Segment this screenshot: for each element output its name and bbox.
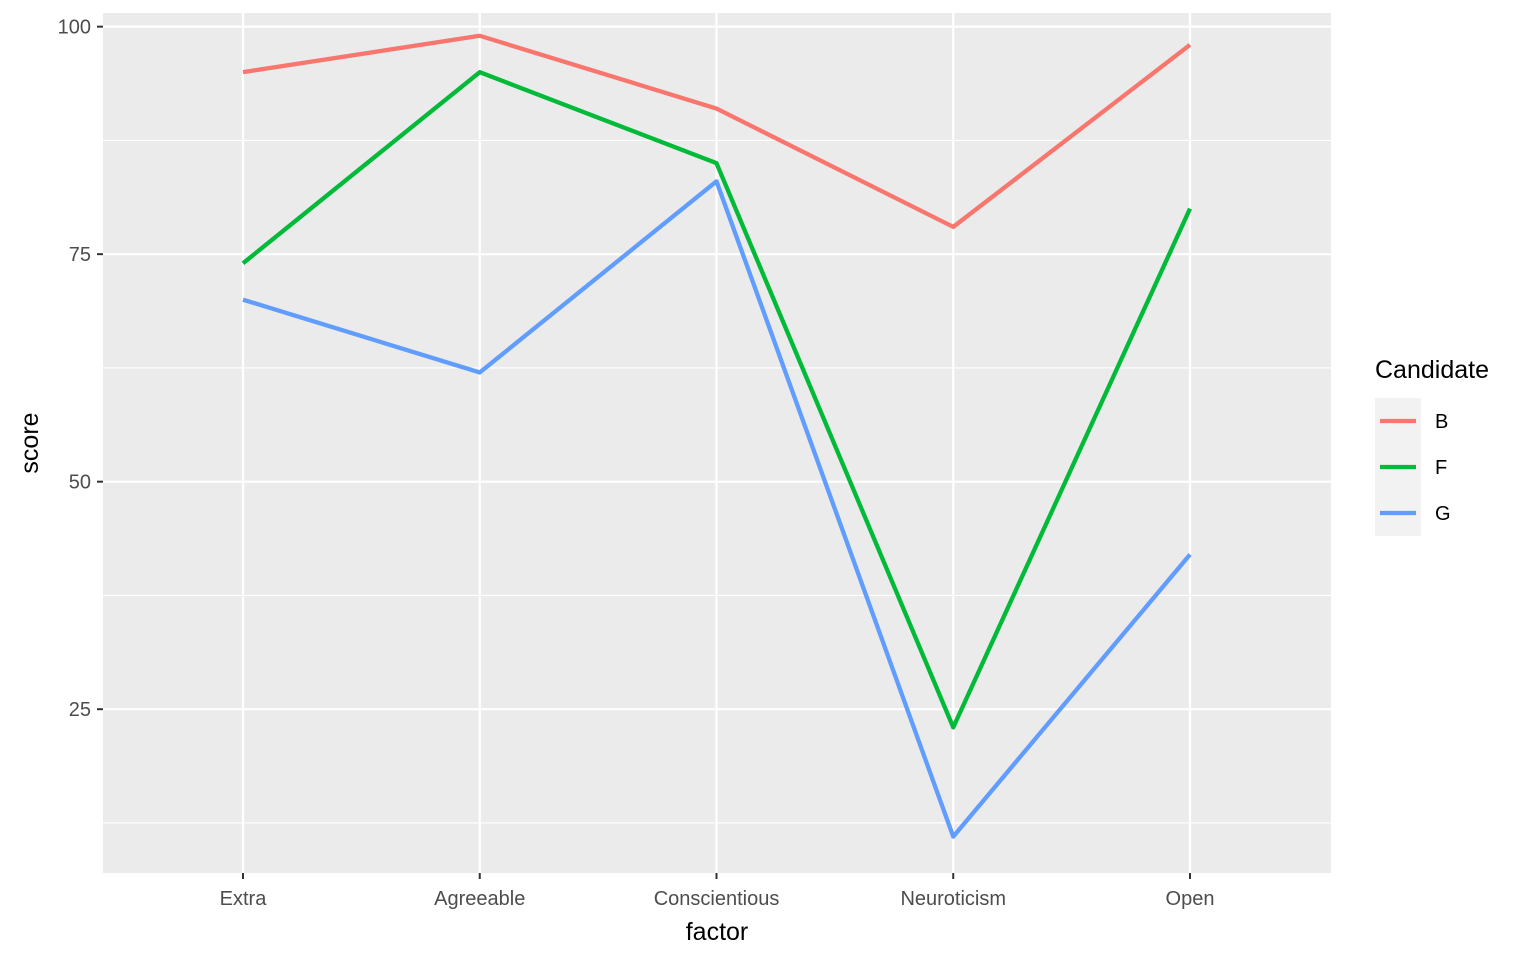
x-tick-label: Neuroticism: [900, 888, 1006, 910]
x-axis: Extra Agreeable Conscientious Neuroticism Op…: [220, 873, 1215, 910]
legend: Candidate B F G: [1375, 356, 1489, 536]
x-tick-label: Open: [1166, 888, 1215, 910]
series-lines: [241, 33, 1192, 839]
legend-item-G: G: [1380, 503, 1451, 525]
major-gridlines: [103, 13, 1331, 873]
legend-title: Candidate: [1375, 356, 1489, 384]
legend-label: F: [1435, 457, 1447, 479]
x-tick-label: Conscientious: [654, 888, 780, 910]
y-axis: 25 50 75 100: [58, 17, 103, 721]
y-tick-label: 25: [69, 699, 91, 721]
series-line-G: [242, 179, 1192, 839]
x-tick-label: Agreeable: [434, 888, 525, 910]
legend-item-F: F: [1380, 457, 1447, 479]
y-tick-label: 50: [69, 472, 91, 494]
series-line-F: [241, 70, 1192, 730]
y-tick-label: 100: [58, 17, 91, 39]
legend-item-B: B: [1380, 411, 1448, 433]
x-tick-label: Extra: [220, 888, 268, 910]
legend-items: B F G: [1380, 411, 1451, 525]
series-line-B: [242, 33, 1192, 230]
y-axis-title: score: [16, 412, 44, 473]
y-tick-label: 75: [69, 244, 91, 266]
legend-label: G: [1435, 503, 1451, 525]
x-axis-title: factor: [686, 918, 749, 946]
legend-label: B: [1435, 411, 1448, 433]
